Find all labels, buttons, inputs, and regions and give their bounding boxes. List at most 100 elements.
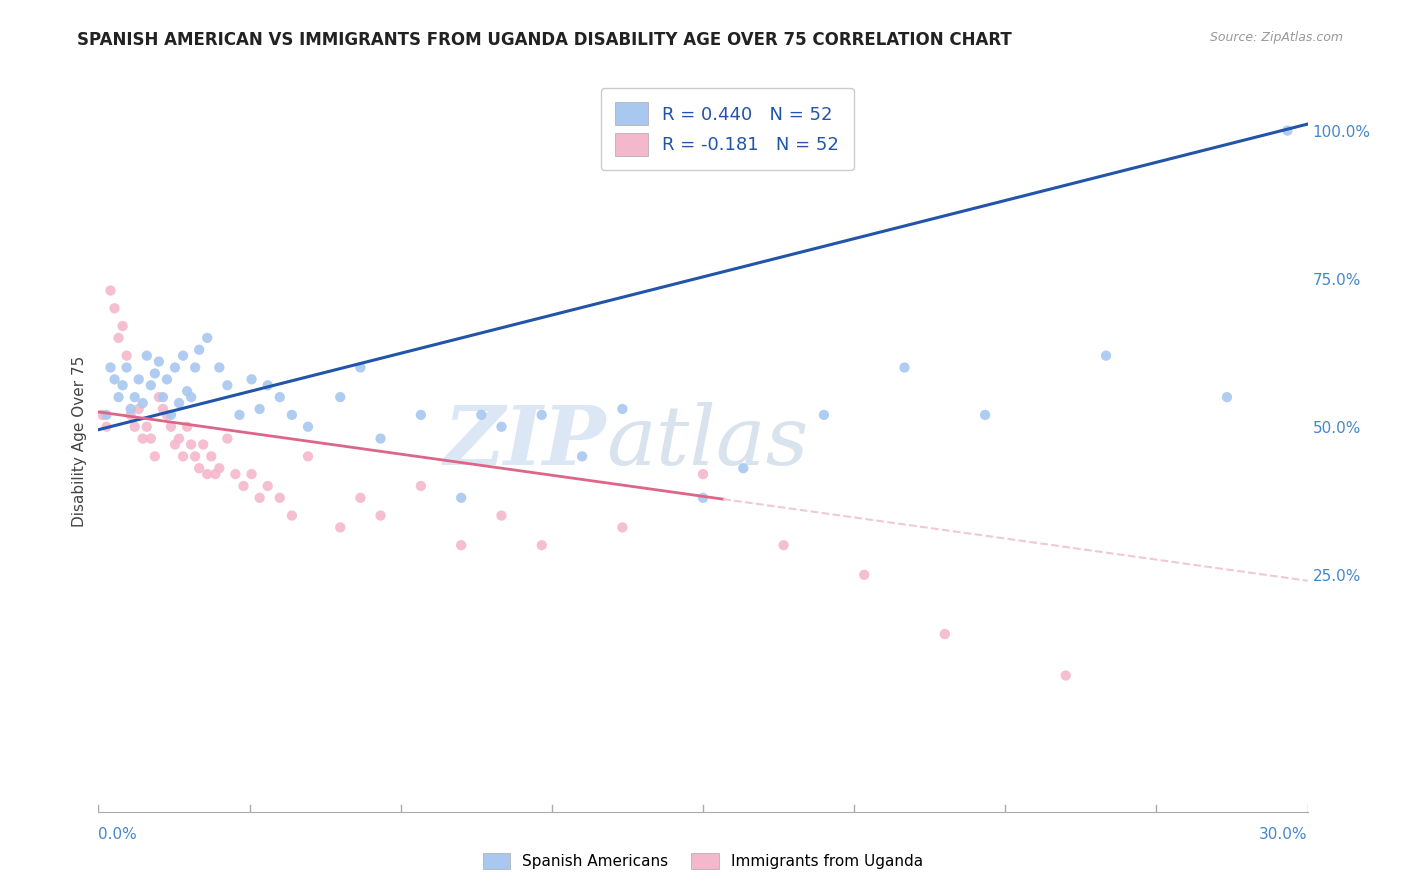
Point: [100, 284, 122, 298]
Point: [240, 467, 263, 482]
Point: [1216, 390, 1239, 404]
Point: [163, 437, 186, 451]
Point: [934, 627, 956, 641]
Legend: R = 0.440   N = 52, R = -0.181   N = 52: R = 0.440 N = 52, R = -0.181 N = 52: [600, 87, 853, 170]
Point: [139, 432, 162, 446]
Point: [195, 467, 218, 482]
Point: [135, 349, 157, 363]
Point: [128, 372, 150, 386]
Point: [176, 419, 198, 434]
Point: [232, 479, 254, 493]
Point: [111, 378, 134, 392]
Point: [217, 432, 239, 446]
Point: [329, 520, 352, 534]
Point: [297, 419, 319, 434]
Y-axis label: Disability Age Over 75: Disability Age Over 75: [72, 356, 87, 527]
Point: [491, 508, 513, 523]
Point: [135, 419, 157, 434]
Point: [612, 520, 634, 534]
Point: [370, 508, 392, 523]
Point: [208, 360, 231, 375]
Point: [530, 538, 553, 552]
Point: [530, 408, 553, 422]
Point: [974, 408, 997, 422]
Point: [193, 437, 215, 451]
Point: [349, 360, 371, 375]
Point: [163, 360, 186, 375]
Point: [297, 450, 319, 464]
Point: [143, 450, 166, 464]
Point: [180, 390, 202, 404]
Point: [249, 491, 271, 505]
Point: [370, 432, 392, 446]
Point: [1095, 349, 1118, 363]
Point: [176, 384, 198, 399]
Point: [184, 450, 207, 464]
Point: [450, 491, 472, 505]
Point: [200, 450, 222, 464]
Point: [132, 432, 155, 446]
Point: [156, 408, 179, 422]
Point: [139, 378, 162, 392]
Point: [103, 372, 125, 386]
Point: [124, 390, 146, 404]
Point: [167, 432, 190, 446]
Point: [124, 419, 146, 434]
Point: [152, 401, 174, 416]
Point: [470, 408, 492, 422]
Point: [349, 491, 371, 505]
Point: [152, 390, 174, 404]
Point: [107, 331, 129, 345]
Text: atlas: atlas: [606, 401, 808, 482]
Point: [128, 401, 150, 416]
Point: [172, 450, 194, 464]
Point: [160, 408, 183, 422]
Point: [96, 419, 118, 434]
Point: [571, 450, 593, 464]
Point: [224, 467, 246, 482]
Point: [409, 408, 432, 422]
Point: [107, 390, 129, 404]
Point: [612, 401, 634, 416]
Point: [115, 360, 138, 375]
Point: [281, 408, 304, 422]
Point: [160, 419, 183, 434]
Point: [772, 538, 794, 552]
Point: [249, 401, 271, 416]
Text: Source: ZipAtlas.com: Source: ZipAtlas.com: [1209, 31, 1343, 45]
Point: [269, 491, 291, 505]
Point: [143, 367, 166, 381]
Text: ZIP: ZIP: [444, 401, 606, 482]
Point: [450, 538, 472, 552]
Point: [172, 349, 194, 363]
Point: [1054, 668, 1077, 682]
Point: [217, 378, 239, 392]
Point: [256, 479, 278, 493]
Point: [148, 390, 170, 404]
Point: [893, 360, 915, 375]
Point: [91, 408, 114, 422]
Legend: Spanish Americans, Immigrants from Uganda: Spanish Americans, Immigrants from Ugand…: [477, 847, 929, 875]
Point: [120, 408, 142, 422]
Point: [240, 372, 263, 386]
Text: 30.0%: 30.0%: [1260, 827, 1308, 841]
Point: [195, 331, 218, 345]
Point: [100, 360, 122, 375]
Point: [156, 372, 179, 386]
Point: [148, 354, 170, 368]
Point: [115, 349, 138, 363]
Point: [184, 360, 207, 375]
Point: [733, 461, 755, 475]
Point: [208, 461, 231, 475]
Point: [256, 378, 278, 392]
Point: [204, 467, 226, 482]
Point: [329, 390, 352, 404]
Point: [228, 408, 250, 422]
Point: [813, 408, 835, 422]
Point: [180, 437, 202, 451]
Point: [269, 390, 291, 404]
Text: SPANISH AMERICAN VS IMMIGRANTS FROM UGANDA DISABILITY AGE OVER 75 CORRELATION CH: SPANISH AMERICAN VS IMMIGRANTS FROM UGAN…: [77, 31, 1012, 49]
Point: [692, 467, 714, 482]
Point: [188, 461, 211, 475]
Point: [132, 396, 155, 410]
